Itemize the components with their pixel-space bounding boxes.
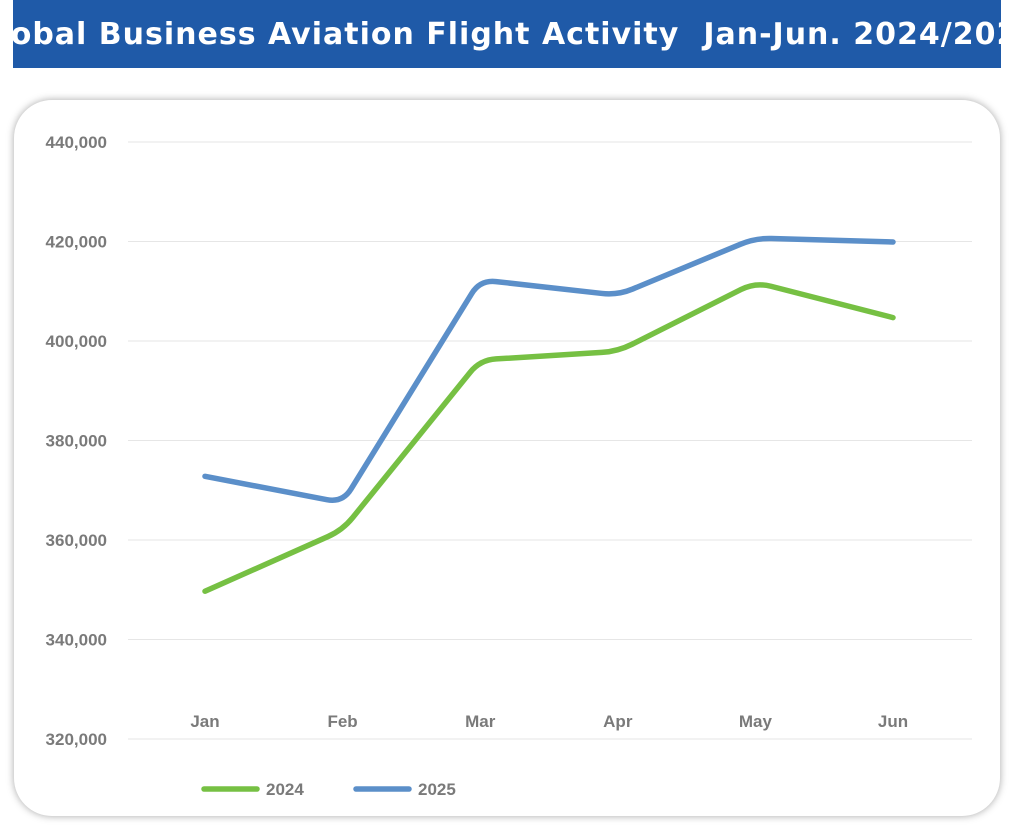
y-tick-label: 400,000 [46,332,107,351]
y-axis-ticks: 440,000 420,000 400,000 380,000 360,000 340,0… [46,133,107,749]
chart-period: Jan-Jun. 2024/2025 [703,16,1014,52]
y-tick-label: 340,000 [46,631,107,650]
y-tick-label: 360,000 [46,531,107,550]
chart-title: Global Business Aviation Flight Activity [0,16,680,52]
x-tick-label: May [739,712,773,731]
x-axis-ticks: Jan Feb Mar Apr May Jun [190,712,908,731]
series-line-2025 [202,235,896,503]
x-tick-label: Apr [603,712,633,731]
legend-label-2024: 2024 [266,780,304,799]
y-tick-label: 320,000 [46,730,107,749]
gridlines [128,141,972,740]
chart-card [14,100,1000,816]
x-tick-label: Feb [327,712,357,731]
title-banner: Global Business Aviation Flight Activity… [0,0,1014,68]
legend-label-2025: 2025 [418,780,456,799]
series-line-2024 [202,282,896,594]
y-tick-label: 420,000 [46,233,107,252]
x-tick-label: Jan [190,712,219,731]
x-tick-label: Mar [465,712,496,731]
y-tick-label: 380,000 [46,432,107,451]
legend: 2024 2025 [201,780,456,799]
x-tick-label: Jun [878,712,908,731]
y-tick-label: 440,000 [46,133,107,152]
series-lines [202,235,896,594]
